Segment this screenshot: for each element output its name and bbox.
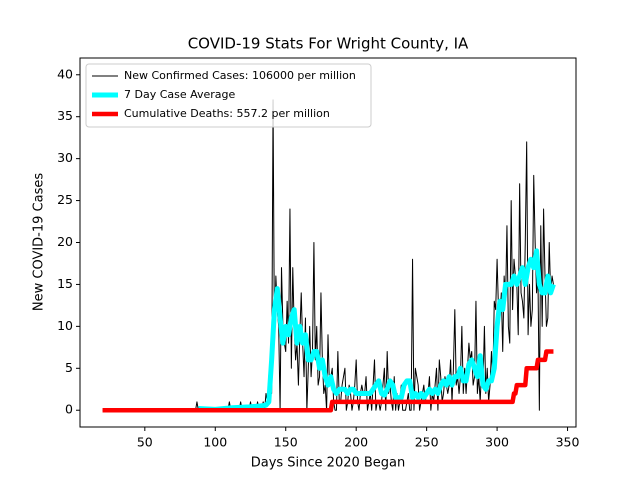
y-tick-label: 30 — [57, 150, 73, 165]
x-tick-label: 300 — [485, 435, 509, 450]
y-axis-label: New COVID-19 Cases — [32, 173, 47, 311]
x-tick-label: 50 — [137, 435, 153, 450]
y-tick-label: 15 — [57, 276, 73, 291]
x-tick-label: 100 — [203, 435, 227, 450]
legend-label: New Confirmed Cases: 106000 per million — [124, 69, 356, 82]
y-tick-label: 20 — [57, 234, 73, 249]
series-line — [198, 248, 556, 412]
x-axis-label: Days Since 2020 Began — [251, 456, 406, 471]
legend-label: 7 Day Case Average — [124, 88, 236, 101]
x-tick-label: 200 — [344, 435, 368, 450]
y-tick-label: 10 — [57, 318, 73, 333]
chart-title: COVID-19 Stats For Wright County, IA — [188, 35, 469, 53]
x-tick-label: 350 — [556, 435, 580, 450]
series-line — [102, 349, 554, 413]
y-tick-label: 5 — [65, 360, 73, 375]
x-tick-label: 250 — [415, 435, 439, 450]
x-tick-label: 150 — [274, 435, 298, 450]
y-tick-label: 40 — [57, 66, 73, 81]
legend-box — [85, 63, 372, 128]
y-tick-label: 35 — [57, 108, 73, 123]
legend-label: Cumulative Deaths: 557.2 per million — [124, 107, 330, 120]
y-tick-label: 0 — [65, 402, 73, 417]
y-tick-label: 25 — [57, 192, 73, 207]
